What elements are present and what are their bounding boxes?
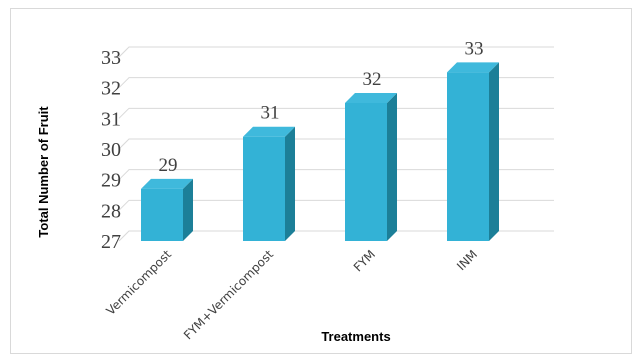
data-label: 32 [363, 69, 382, 90]
bar-top [141, 178, 193, 189]
y-tick-label: 32 [101, 78, 121, 100]
bar-side [285, 126, 295, 241]
bar-chart: 27 28 29 30 31 32 33 29 31 32 33 Vermicompost FYM+… [36, 38, 554, 344]
data-labels: 29 31 32 33 [159, 38, 484, 176]
y-tick-label: 29 [101, 170, 121, 192]
data-label: 31 [261, 103, 280, 124]
y-axis-ticks: 27 28 29 30 31 32 33 [101, 47, 121, 253]
gridlines [118, 46, 554, 242]
bar-front [141, 188, 183, 241]
bar [141, 178, 193, 241]
gridline [118, 138, 554, 150]
y-axis-title: Total Number of Fruit [36, 106, 51, 238]
x-tick-label: FYM+Vermicompost [181, 247, 276, 342]
gridline [118, 107, 554, 119]
bar-side [183, 178, 193, 241]
x-axis-title: Treatments [321, 329, 390, 344]
y-tick-label: 28 [101, 200, 121, 222]
bar [447, 62, 499, 242]
x-tick-label: FYM [351, 247, 378, 274]
bar-front [447, 72, 489, 241]
y-tick-label: 33 [101, 47, 121, 69]
y-tick-label: 27 [101, 231, 121, 253]
y-tick-label: 31 [101, 108, 121, 130]
bar-front [243, 136, 285, 241]
x-tick-label: INM [454, 247, 480, 273]
gridline [118, 199, 554, 211]
gridline [118, 169, 554, 181]
bar-top [243, 126, 295, 137]
bar [243, 126, 295, 241]
bar [345, 93, 397, 241]
bars [141, 62, 499, 242]
x-tick-label: Vermicompost [103, 247, 174, 318]
bar-front [345, 103, 387, 241]
gridline [118, 46, 554, 58]
chart-frame: 27 28 29 30 31 32 33 29 31 32 33 Vermicompost FYM+… [10, 8, 632, 354]
bar-top [447, 62, 499, 73]
x-axis-categories: Vermicompost FYM+Vermicompost FYM INM [103, 247, 480, 342]
gridline [118, 230, 554, 242]
bar-side [387, 93, 397, 241]
data-label: 29 [159, 155, 178, 176]
y-tick-label: 30 [101, 139, 121, 161]
data-label: 33 [465, 38, 484, 59]
bar-top [345, 93, 397, 103]
gridline [118, 77, 554, 89]
bar-side [489, 62, 499, 242]
